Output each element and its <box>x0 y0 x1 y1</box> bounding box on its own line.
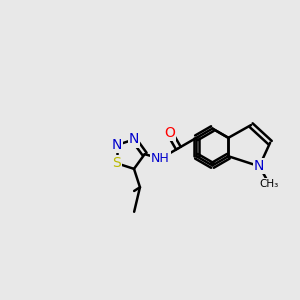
Text: S: S <box>112 156 121 170</box>
Text: N: N <box>254 159 265 173</box>
Text: N: N <box>112 138 122 152</box>
Text: NH: NH <box>151 152 170 165</box>
Text: O: O <box>164 126 175 140</box>
Text: N: N <box>129 133 139 146</box>
Text: CH₃: CH₃ <box>259 178 278 188</box>
